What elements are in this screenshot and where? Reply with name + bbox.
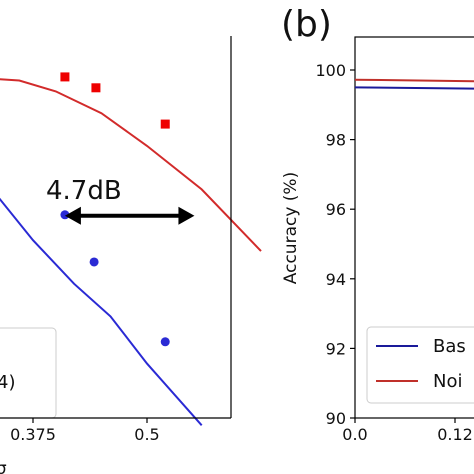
series-line-b-0: [354, 86, 474, 90]
data-point-circle: [160, 337, 170, 347]
y-tick-label-b-5: 100: [315, 61, 346, 80]
panel-b: (b) 90 92 94 96 98 100 0.0 0.12 Accuracy (%) B…: [281, 4, 474, 444]
annotation-label: 4.7dB: [46, 176, 122, 206]
legend-label-0: Bas: [433, 336, 466, 357]
series-line-0: [0, 197, 203, 426]
y-tick-label-b-4: 98: [326, 131, 346, 150]
x-axis-label-a: e σ: [0, 459, 7, 474]
data-point-circle: [89, 257, 99, 267]
panel-a: 4.7dB 4) 0.375 0.5 e σ: [0, 36, 262, 474]
data-point-square: [160, 119, 170, 129]
y-axis-label-b: Accuracy (%): [281, 172, 301, 284]
series-line-1: [0, 78, 262, 252]
y-tick-label-b-3: 96: [326, 200, 346, 219]
y-tick-label-b-1: 92: [326, 339, 346, 358]
panel-label-b: (b): [281, 4, 332, 45]
data-point-square: [91, 83, 101, 93]
x-tick-label-b-1: 0.12: [437, 425, 473, 444]
y-tick-label-b-2: 94: [326, 270, 346, 289]
x-tick-label-b-0: 0.0: [342, 425, 367, 444]
plot-frame-b: [354, 36, 474, 419]
data-point-square: [60, 72, 70, 82]
x-tick-label-a-1: 0.5: [134, 425, 159, 444]
x-tick-label-a-0: 0.375: [10, 425, 56, 444]
y-tick-label-b-0: 90: [326, 409, 346, 428]
annotation-arrow: [64, 206, 195, 225]
legend-fragment: 4): [0, 372, 15, 393]
legend-label-1: Noi: [433, 371, 462, 392]
series-line-b-1: [354, 78, 474, 83]
